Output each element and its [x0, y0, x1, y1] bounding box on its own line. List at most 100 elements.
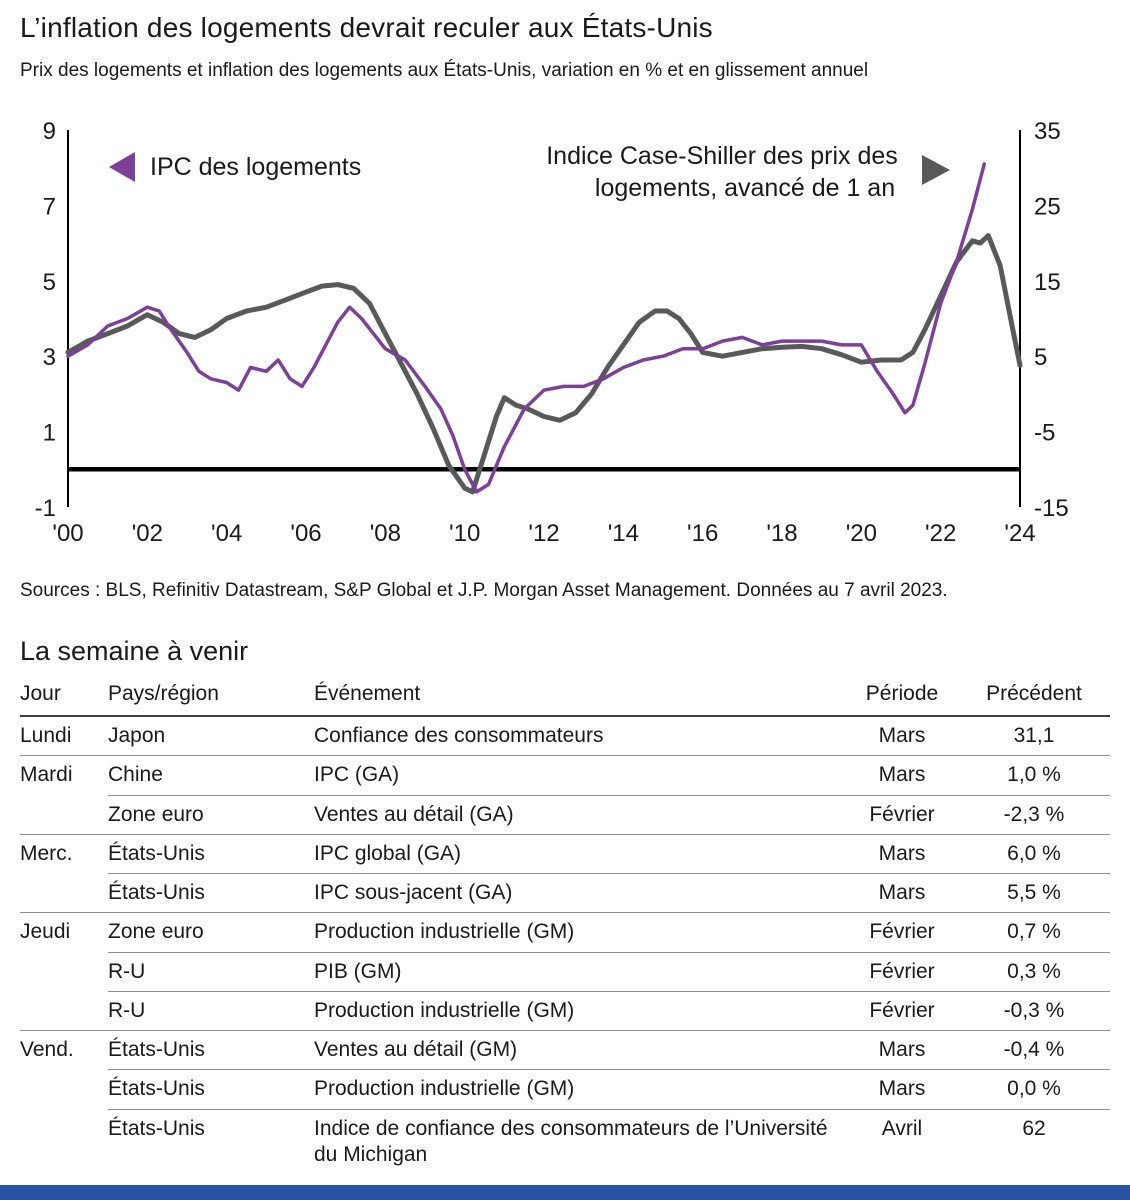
cell-previous: 31,1	[1013, 724, 1055, 747]
cell-period: Février	[846, 912, 958, 952]
cell-region: Zone euro	[108, 794, 314, 835]
cell-event: Ventes au détail (GA)	[314, 794, 846, 835]
table-row: Vend. États-Unis Ventes au détail (GM) Mars…	[20, 1029, 1110, 1070]
cell-event: PIB (GM)	[314, 951, 846, 992]
cell-event: Ventes au détail (GM)	[314, 1029, 846, 1070]
chart-series	[65, 162, 1023, 495]
cell-previous: -2,3 %	[958, 794, 1110, 835]
cell-day	[20, 1109, 108, 1174]
cell-region: États-Unis	[108, 1069, 314, 1109]
cell-previous: 62	[958, 1108, 1110, 1174]
cell-day	[20, 952, 108, 991]
cell-event: Indice de confiance des consommateurs de…	[314, 1108, 846, 1174]
x-axis-tick: '04	[211, 520, 242, 547]
cell-day	[20, 1070, 108, 1109]
cell-region: États-Unis	[108, 833, 314, 874]
col-header-previous: Précédent	[958, 678, 1110, 717]
x-axis-tick: '18	[766, 520, 797, 547]
left-axis-tick: 5	[43, 269, 56, 296]
legend-left-label: IPC des logements	[150, 153, 361, 181]
cell-day: Vend.	[20, 1029, 108, 1070]
cell-event: Production industrielle (GM)	[314, 990, 846, 1031]
cell-day: Mardi	[20, 755, 108, 795]
cell-previous: 0,0 %	[958, 1069, 1110, 1109]
week-ahead-table: Jour Pays/région Événement Période Précé…	[20, 678, 1110, 1174]
cell-day	[20, 795, 108, 834]
table-row: R-U Production industrielle (GM) Février -0…	[20, 990, 1110, 1031]
cell-region: R-U	[108, 951, 314, 992]
cell-period: Mars	[846, 833, 958, 874]
x-axis-tick: '14	[608, 520, 639, 547]
chart-axes: 9 7 5 3 1 -1 35 25 15 5 -5 -15 '00 '02 '04 '06 '08 '10 '12…	[35, 118, 1069, 547]
table-header-row: Jour Pays/région Événement Période Précé…	[20, 678, 1110, 717]
cell-previous: -0,4 %	[958, 1029, 1110, 1070]
table-row: Merc. États-Unis IPC global (GA) Mars 6,0 %	[20, 833, 1110, 874]
cell-region: États-Unis	[108, 1029, 314, 1070]
x-axis-tick: '22	[925, 520, 956, 547]
col-header-region: Pays/région	[108, 678, 314, 717]
cell-region: États-Unis	[108, 1108, 314, 1174]
table-row: États-Unis Indice de confiance des consom…	[20, 1108, 1110, 1174]
left-axis-tick: 1	[43, 420, 56, 447]
housing-chart: 9 7 5 3 1 -1 35 25 15 5 -5 -15 '00 '02 '04 '06 '08 '10 '12…	[20, 117, 1110, 557]
col-header-event: Événement	[314, 678, 846, 717]
left-axis-tick: 7	[43, 193, 56, 220]
cell-period: Mars	[846, 755, 958, 795]
x-axis-tick: '16	[687, 520, 718, 547]
cell-previous: 0,7 %	[958, 912, 1110, 952]
x-axis-tick: '12	[528, 520, 559, 547]
left-axis-tick: 9	[43, 118, 56, 145]
right-axis-tick: -5	[1034, 420, 1055, 447]
cell-previous: 0,3 %	[958, 951, 1110, 992]
cell-period: Mars	[878, 724, 926, 747]
x-axis-tick: '24	[1004, 520, 1035, 547]
cell-day	[20, 874, 108, 913]
right-axis-tick: 5	[1034, 344, 1047, 371]
cell-period: Février	[846, 990, 958, 1031]
cell-region: Chine	[108, 755, 314, 795]
col-header-day: Jour	[20, 678, 108, 717]
cell-event: IPC (GA)	[314, 755, 846, 795]
x-axis-tick: '02	[132, 520, 163, 547]
cell-event: Confiance des consommateurs	[314, 724, 604, 747]
cell-period: Février	[846, 794, 958, 835]
cell-day: Lundi	[20, 724, 72, 747]
legend-right-label-line2: logements, avancé de 1 an	[595, 174, 895, 202]
series-ipc-line	[66, 162, 987, 494]
x-axis-tick: '08	[370, 520, 401, 547]
table-row: R-U PIB (GM) Février 0,3 %	[20, 951, 1110, 992]
cell-region: Japon	[108, 724, 166, 747]
series-case-shiller-line	[65, 233, 1023, 495]
footer-bar	[0, 1185, 1130, 1200]
right-axis-tick: -15	[1034, 495, 1069, 522]
housing-chart-svg: 9 7 5 3 1 -1 35 25 15 5 -5 -15 '00 '02 '04 '06 '08 '10 '12…	[35, 118, 1069, 547]
cell-previous: 5,5 %	[958, 872, 1110, 913]
x-axis-tick: '10	[449, 520, 480, 547]
cell-event: Production industrielle (GM)	[314, 912, 846, 952]
cell-day	[20, 991, 108, 1030]
cell-previous: 6,0 %	[958, 833, 1110, 874]
cell-region: R-U	[108, 990, 314, 1031]
cell-region: Zone euro	[108, 912, 314, 952]
cell-previous: 1,0 %	[958, 755, 1110, 795]
table-row: Jeudi Zone euro Production industrielle (G…	[20, 912, 1110, 952]
col-header-period: Période	[846, 678, 958, 717]
table-row: États-Unis IPC sous-jacent (GA) Mars 5,5 %	[20, 872, 1110, 913]
source-note: Sources : BLS, Refinitiv Datastream, S&P…	[20, 580, 948, 601]
table-row: Zone euro Ventes au détail (GA) Février -2,…	[20, 794, 1110, 835]
cell-period: Mars	[846, 1069, 958, 1109]
cell-previous: -0,3 %	[958, 990, 1110, 1031]
table-row: Mardi Chine IPC (GA) Mars 1,0 %	[20, 755, 1110, 795]
left-axis-tick: -1	[35, 495, 56, 522]
week-table-body: Lundi Japon Confiance des consommateurs Mar…	[20, 716, 1110, 1174]
page-title: L’inflation des logements devrait recule…	[20, 12, 713, 43]
cell-region: États-Unis	[108, 872, 314, 913]
table-row: Lundi Japon Confiance des consommateurs Mar…	[20, 716, 1110, 756]
cell-period: Février	[846, 951, 958, 992]
cell-event: IPC sous-jacent (GA)	[314, 872, 846, 913]
cell-day: Merc.	[20, 833, 108, 874]
week-ahead-title: La semaine à venir	[20, 636, 249, 666]
cell-period: Mars	[846, 872, 958, 913]
legend-right-arrow-icon	[922, 155, 950, 185]
x-axis-tick: '20	[846, 520, 877, 547]
